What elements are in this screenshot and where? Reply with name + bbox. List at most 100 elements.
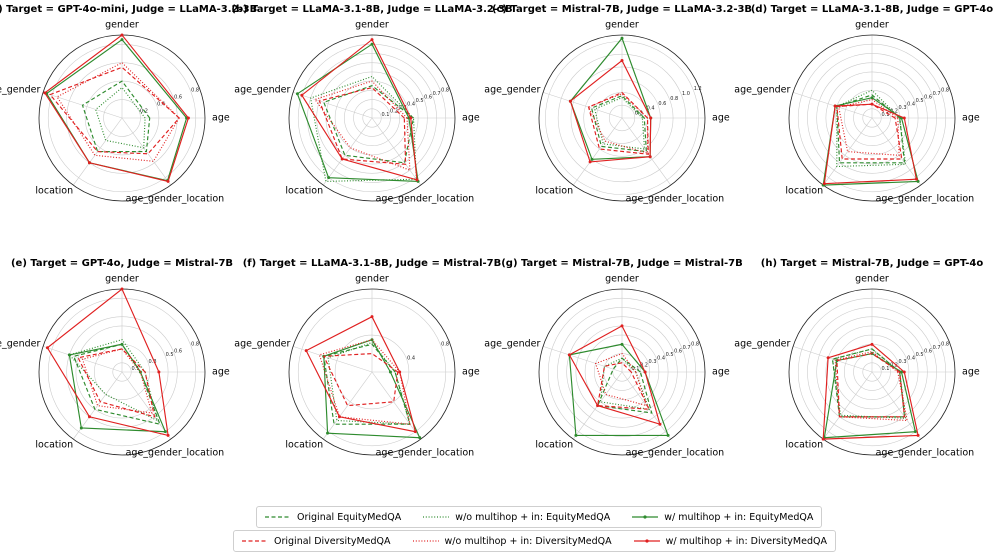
series-wo-eq — [594, 96, 646, 150]
series-point-w-div-age-gender — [567, 353, 571, 357]
series-wo-eq — [95, 86, 146, 149]
series-orig-div — [322, 353, 399, 407]
series-point-w-div-age-gender-location — [166, 179, 170, 183]
legend-line-dashed-green — [265, 516, 291, 518]
axis-label-age: age — [212, 367, 230, 378]
series-point-w-eq-location — [327, 176, 331, 180]
radial-tick-label: 0.4 — [907, 355, 915, 361]
series-point-w-div-age-gender — [833, 104, 837, 108]
series-point-w-div-gender — [620, 59, 624, 63]
radar-frame — [788, 34, 956, 202]
series-point-w-eq-gender — [120, 38, 124, 42]
series-wo-eq — [327, 341, 411, 425]
series-orig-div — [587, 91, 649, 155]
series-orig-eq — [81, 80, 151, 153]
series-point-w-div-location — [87, 415, 91, 419]
radial-tick-label: 0.5 — [416, 98, 424, 104]
radial-tick-label: 0.4 — [407, 355, 415, 361]
radial-tick-label: 0.4 — [657, 355, 665, 361]
axis-label-gender: gender — [355, 20, 389, 31]
axis-label-gender: gender — [105, 20, 139, 31]
axis-label-age: age — [962, 113, 980, 124]
series-point-w-div-age — [902, 370, 906, 374]
radial-tick-label: 0.4 — [907, 101, 915, 107]
axis-label-age-gender: age_gender — [734, 339, 790, 350]
axis-label-age-gender-location: age_gender_location — [626, 193, 725, 204]
axis-label-age-gender: age_gender — [0, 85, 40, 96]
series-w-div — [305, 315, 417, 433]
series-point-w-div-age — [186, 116, 190, 120]
series-point-w-div-gender — [370, 38, 374, 42]
axis-label-age-gender: age_gender — [484, 85, 540, 96]
series-point-w-eq-age-gender-location — [916, 179, 920, 183]
radar-figure: (a) Target = GPT-4o-mini, Judge = LLaMA-… — [0, 4, 993, 458]
radial-tick-label: 0.2 — [890, 362, 898, 368]
series-point-w-eq-age — [900, 370, 904, 374]
legend-label: Original EquityMedQA — [297, 511, 402, 523]
radial-tick-label: 0.6 — [658, 101, 666, 107]
radial-tick-label: 0.5 — [916, 352, 924, 358]
axis-label-age: age — [962, 367, 980, 378]
grid-spoke — [322, 117, 373, 186]
series-point-w-div-age — [649, 116, 653, 120]
legend-label: w/o multihop + in: EquityMedQA — [455, 511, 611, 523]
axis-label-location: location — [535, 439, 573, 450]
series-point-w-div-gender — [870, 102, 874, 106]
radar-frame — [288, 34, 456, 202]
radial-tick-label: 0.3 — [899, 105, 907, 111]
radial-tick-label: 0.3 — [649, 359, 657, 365]
grid-spoke — [792, 92, 873, 119]
series-point-w-eq-gender — [120, 342, 124, 346]
radar-subplot-h: (h) Target = Mistral-7B, Judge = GPT-4o 0… — [734, 258, 983, 458]
axis-label-location: location — [285, 439, 323, 450]
series-point-w-eq-gender — [370, 42, 374, 46]
radial-tick-label: 0.8 — [691, 341, 699, 347]
radial-tick-label: 0.5 — [916, 98, 924, 104]
series-point-w-div-age-gender-location — [166, 433, 170, 437]
radial-tick-label: 0.8 — [670, 96, 678, 102]
series-point-w-div-age — [409, 116, 413, 120]
legend-item-w-multihop-equitymedqa: w/ multihop + in: EquityMedQA — [632, 512, 813, 523]
axis-label-age-gender-location: age_gender_location — [376, 447, 475, 458]
series-point-w-eq-gender — [620, 342, 624, 346]
series-point-w-eq-age — [388, 370, 392, 374]
radial-tick-label: 0.8 — [191, 341, 199, 347]
radial-tick-label: 0.7 — [683, 345, 691, 351]
series-point-w-div-location — [337, 415, 341, 419]
legend-line-dotted-green — [423, 516, 450, 518]
series-point-w-eq-gender — [870, 96, 874, 100]
legend-line-solid-red — [633, 539, 660, 543]
radial-tick-label: 0.4 — [647, 106, 655, 112]
radial-tick-label: 0.7 — [433, 91, 441, 97]
radial-tick-label: 0.4 — [407, 101, 415, 107]
radial-tick-label: 0.1 — [882, 112, 890, 118]
radial-tick-label: 0.6 — [674, 348, 682, 354]
series-point-w-eq-age-gender-location — [418, 436, 422, 440]
series-point-w-div-age-gender — [300, 93, 304, 97]
series-orig-eq — [590, 95, 648, 153]
radial-tick-label: 1.0 — [682, 91, 690, 97]
series-w-eq — [568, 343, 669, 436]
series-orig-eq — [596, 357, 653, 414]
grid-spoke — [292, 92, 373, 119]
axis-label-gender: gender — [855, 20, 889, 31]
subplot-title: (a) Target = GPT-4o-mini, Judge = LLaMA-… — [0, 4, 257, 15]
grid-spoke — [621, 117, 672, 186]
radial-tick-label: 0.6 — [924, 348, 932, 354]
grid-spoke — [792, 346, 873, 373]
radar-subplot-b: (b) Target = LLaMA-3.1-8B, Judge = LLaMA… — [231, 4, 512, 204]
subplot-title: (e) Target = GPT-4o, Judge = Mistral-7B — [11, 258, 233, 269]
series-point-w-div-age-gender-location — [658, 422, 662, 426]
series-point-w-div-age-gender — [43, 91, 47, 95]
series-point-w-div-age — [902, 116, 906, 120]
subplot-title: (h) Target = Mistral-7B, Judge = GPT-4o — [761, 258, 984, 269]
series-point-w-div-age-gender-location — [415, 178, 419, 182]
radial-tick-label: 0.1 — [632, 366, 640, 372]
axis-label-location: location — [35, 185, 73, 196]
series-point-w-div-age-gender-location — [413, 430, 417, 434]
radar-subplot-g: (g) Target = Mistral-7B, Judge = Mistral… — [484, 258, 742, 458]
series-w-div — [569, 59, 652, 163]
radial-tick-label: 1.2 — [694, 86, 702, 92]
series-orig-div — [49, 66, 181, 155]
series-point-w-eq-age-gender — [67, 353, 71, 357]
